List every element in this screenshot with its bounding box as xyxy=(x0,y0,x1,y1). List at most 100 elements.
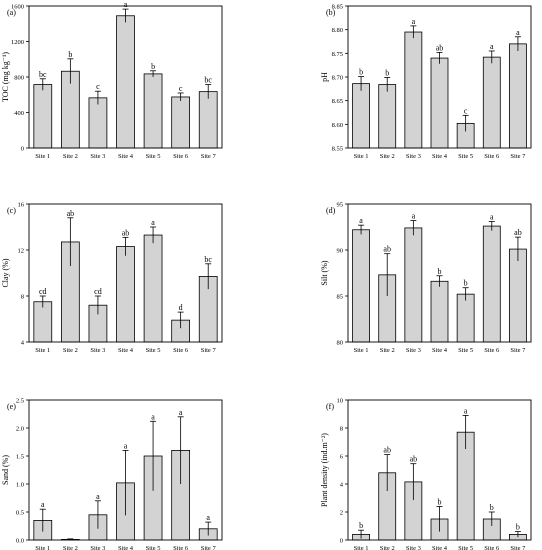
y-tick-label: 80 xyxy=(337,340,344,347)
bar xyxy=(116,246,135,343)
x-tick-label: Site 4 xyxy=(118,153,134,160)
bar xyxy=(88,97,108,149)
y-tick-label: 10 xyxy=(337,398,344,405)
y-tick-label: 8.65 xyxy=(332,98,343,105)
bar xyxy=(378,84,397,149)
significance-letter: ab xyxy=(383,245,391,254)
y-tick-label: 2.5 xyxy=(16,398,24,405)
y-tick-label: 8.85 xyxy=(332,4,343,11)
significance-letter: b xyxy=(516,523,520,532)
x-tick-label: Site 2 xyxy=(63,153,78,160)
significance-letter: b xyxy=(359,68,363,77)
significance-letter: bc xyxy=(39,70,47,79)
significance-letter: b xyxy=(68,50,72,59)
y-tick-label: 1200 xyxy=(11,39,24,46)
bar xyxy=(430,280,449,343)
y-tick-label: 90 xyxy=(337,248,344,255)
y-tick-label: 8.80 xyxy=(332,27,343,34)
bar xyxy=(143,73,163,149)
y-tick-label: 8 xyxy=(21,294,24,301)
bar xyxy=(482,225,501,343)
significance-letter: a xyxy=(412,212,416,221)
bar xyxy=(143,234,163,343)
bar xyxy=(171,96,191,149)
x-tick-label: Site 7 xyxy=(201,545,217,550)
y-tick-label: 4 xyxy=(21,340,25,347)
y-tick-label: 0 xyxy=(340,538,343,545)
significance-letter: ab xyxy=(122,228,130,237)
significance-letter: a xyxy=(359,216,363,225)
x-tick-label: Site 6 xyxy=(484,347,500,354)
x-tick-label: Site 4 xyxy=(118,347,134,354)
x-tick-label: Site 7 xyxy=(201,347,217,354)
x-tick-label: Site 6 xyxy=(173,347,189,354)
x-tick-label: Site 1 xyxy=(354,347,369,354)
significance-letter: b xyxy=(359,521,363,530)
y-axis-label: TOC (mg kg⁻¹) xyxy=(1,52,10,102)
significance-letter: a xyxy=(464,406,468,415)
bar xyxy=(456,293,475,343)
y-tick-label: 8 xyxy=(340,426,343,433)
x-tick-label: Site 7 xyxy=(510,347,526,354)
x-tick-label: Site 1 xyxy=(354,545,369,550)
x-tick-label: Site 3 xyxy=(406,347,421,354)
bar xyxy=(509,248,527,343)
plot-frame xyxy=(28,5,223,149)
x-tick-label: Site 1 xyxy=(354,153,369,160)
panel-label: (a) xyxy=(7,8,16,17)
significance-letter: a xyxy=(179,408,183,417)
significance-letter: a xyxy=(412,17,416,26)
significance-letter: d xyxy=(179,303,183,312)
panel-label: (f) xyxy=(326,402,334,411)
x-tick-label: Site 4 xyxy=(432,153,448,160)
x-tick-label: Site 4 xyxy=(118,545,134,550)
y-axis-label: Plant density (ind.m⁻²) xyxy=(320,433,329,507)
significance-letter: c xyxy=(179,84,183,93)
x-tick-label: Site 5 xyxy=(458,347,473,354)
y-tick-label: 400 xyxy=(14,110,24,117)
y-axis-label: Clay (%) xyxy=(1,258,10,287)
significance-letter: ab xyxy=(410,455,418,464)
x-tick-label: Site 7 xyxy=(510,153,526,160)
significance-letter: b xyxy=(151,62,155,71)
y-tick-label: 6 xyxy=(340,454,344,461)
y-tick-label: 2.0 xyxy=(16,426,24,433)
significance-letter: b xyxy=(464,279,468,288)
plot-frame xyxy=(347,5,532,149)
x-tick-label: Site 6 xyxy=(173,153,189,160)
y-tick-label: 8.60 xyxy=(332,122,343,129)
significance-letter: a xyxy=(96,492,100,501)
y-tick-label: 8.70 xyxy=(332,75,343,82)
significance-letter: cd xyxy=(39,287,47,296)
x-tick-label: Site 1 xyxy=(35,153,50,160)
panel-6: (f) Plant density (ind.m⁻²) 0 2 4 6 8 10 b Site 1… xyxy=(320,398,532,550)
x-tick-label: Site 3 xyxy=(406,153,421,160)
x-tick-label: Site 4 xyxy=(432,347,448,354)
y-tick-label: 0.0 xyxy=(16,538,24,545)
significance-letter: a xyxy=(124,0,128,9)
y-axis-label: Silt (%) xyxy=(320,260,329,285)
y-tick-label: 0 xyxy=(21,146,24,153)
y-tick-label: 85 xyxy=(337,294,344,301)
panel-label: (d) xyxy=(326,206,336,215)
plot-frame xyxy=(28,399,223,541)
bar xyxy=(33,301,53,343)
bar xyxy=(430,57,449,149)
y-tick-label: 1.0 xyxy=(16,482,24,489)
bar xyxy=(198,91,218,149)
significance-letter: b xyxy=(438,267,442,276)
panel-5: (e) Sand (%) 0.0 0.5 1.0 1.5 2.0 2.5 a Site 1 Site… xyxy=(1,398,223,550)
x-tick-label: Site 5 xyxy=(146,347,161,354)
significance-letter: ab xyxy=(383,446,391,455)
panel-2: (b) pH 8.55 8.60 8.65 8.70 8.75 8.80 8.85 b Site 1… xyxy=(320,4,532,160)
x-tick-label: Site 2 xyxy=(380,153,395,160)
x-tick-label: Site 7 xyxy=(201,153,217,160)
panel-label: (c) xyxy=(7,206,16,215)
significance-letter: a xyxy=(516,28,520,37)
y-tick-label: 1600 xyxy=(11,4,24,11)
significance-letter: cd xyxy=(94,287,102,296)
bar xyxy=(482,56,501,149)
